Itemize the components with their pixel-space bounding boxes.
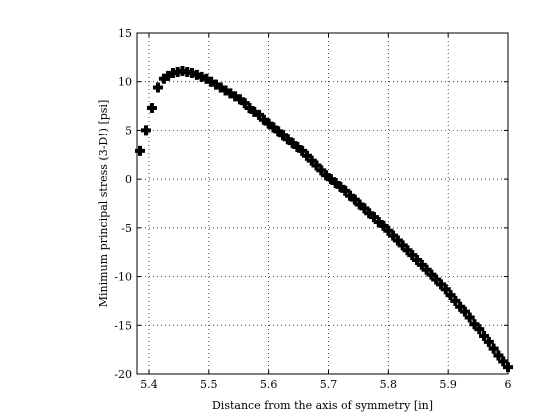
data-point bbox=[503, 362, 513, 373]
data-point bbox=[445, 290, 456, 301]
data-point bbox=[258, 114, 269, 125]
data-point bbox=[407, 250, 418, 261]
data-point bbox=[292, 141, 303, 152]
data-point bbox=[349, 194, 360, 205]
data-point bbox=[273, 126, 284, 137]
data-point bbox=[140, 125, 151, 136]
data-point bbox=[244, 103, 255, 114]
data-point bbox=[488, 343, 499, 354]
data-point bbox=[440, 284, 451, 295]
data-point bbox=[383, 225, 394, 236]
data-point bbox=[479, 331, 490, 342]
data-point bbox=[134, 145, 145, 156]
data-point bbox=[450, 295, 461, 306]
data-point bbox=[301, 150, 312, 161]
data-point bbox=[234, 94, 245, 105]
y-tick-label: -10 bbox=[114, 271, 132, 284]
tick-layer: 5.4 5.5 5.6 5.7 5.8 5.9 6 -20 -15 -10 -5 0 5 10 15 bbox=[114, 27, 511, 391]
data-point bbox=[321, 170, 332, 181]
data-point bbox=[373, 217, 384, 228]
data-point bbox=[316, 165, 327, 176]
data-point bbox=[311, 160, 322, 171]
y-tick-label: -20 bbox=[114, 368, 132, 381]
data-point bbox=[225, 88, 236, 99]
data-point bbox=[163, 70, 174, 81]
data-point bbox=[402, 245, 413, 256]
data-point bbox=[278, 130, 289, 141]
data-point bbox=[435, 279, 446, 290]
data-point bbox=[220, 85, 231, 96]
data-point bbox=[206, 76, 217, 87]
data-point bbox=[325, 174, 336, 185]
data-point bbox=[426, 269, 437, 280]
data-point bbox=[249, 106, 260, 117]
x-axis-label: Distance from the axis of symmetry [in] bbox=[212, 399, 433, 412]
data-point bbox=[287, 138, 298, 149]
grid-layer bbox=[137, 33, 508, 374]
data-point bbox=[263, 118, 274, 129]
x-tick-label: 5.9 bbox=[439, 378, 457, 391]
data-point bbox=[378, 220, 389, 231]
y-tick-label: -5 bbox=[121, 222, 132, 235]
y-tick-label: 15 bbox=[118, 27, 132, 40]
plot-area bbox=[136, 32, 509, 375]
data-point bbox=[359, 203, 370, 214]
data-point bbox=[297, 145, 308, 156]
data-point bbox=[392, 235, 403, 246]
data-point bbox=[388, 230, 399, 241]
data-point bbox=[455, 301, 466, 312]
data-point bbox=[215, 82, 226, 93]
data-point bbox=[498, 356, 509, 367]
y-tick-label: 5 bbox=[125, 124, 132, 137]
data-point bbox=[330, 178, 341, 189]
data-point bbox=[364, 208, 375, 219]
data-point bbox=[493, 350, 504, 361]
data-points bbox=[134, 65, 513, 373]
data-point bbox=[230, 91, 241, 102]
y-tick-label: 10 bbox=[118, 76, 132, 89]
data-point bbox=[254, 109, 265, 120]
data-point bbox=[469, 319, 480, 330]
x-tick-label: 5.8 bbox=[380, 378, 398, 391]
data-point bbox=[282, 134, 293, 145]
data-point bbox=[421, 264, 432, 275]
data-point bbox=[397, 240, 408, 251]
x-tick-label: 5.6 bbox=[260, 378, 278, 391]
data-point bbox=[416, 259, 427, 270]
y-tick-label: -15 bbox=[114, 319, 132, 332]
data-point bbox=[152, 82, 163, 93]
x-tick-label: 5.4 bbox=[140, 378, 158, 391]
data-point bbox=[306, 155, 317, 166]
data-point bbox=[210, 79, 221, 90]
data-point bbox=[354, 199, 365, 210]
data-point bbox=[158, 73, 169, 84]
data-point bbox=[431, 274, 442, 285]
data-point bbox=[368, 212, 379, 223]
data-point bbox=[335, 181, 346, 192]
data-point bbox=[474, 324, 485, 335]
data-point bbox=[146, 103, 157, 114]
data-point bbox=[239, 98, 250, 109]
y-axis-label: Minimum principal stress (3-D!) [psi] bbox=[97, 100, 110, 307]
data-point bbox=[268, 122, 279, 133]
data-point bbox=[459, 306, 470, 317]
x-tick-label: 5.5 bbox=[200, 378, 218, 391]
data-point bbox=[412, 255, 423, 266]
data-point bbox=[345, 190, 356, 201]
y-tick-label: 0 bbox=[125, 173, 132, 186]
x-tick-label: 5.7 bbox=[320, 378, 338, 391]
data-point bbox=[483, 336, 494, 347]
data-point bbox=[201, 73, 212, 84]
x-tick-label: 6 bbox=[505, 378, 512, 391]
data-point bbox=[464, 312, 475, 323]
data-point bbox=[340, 185, 351, 196]
